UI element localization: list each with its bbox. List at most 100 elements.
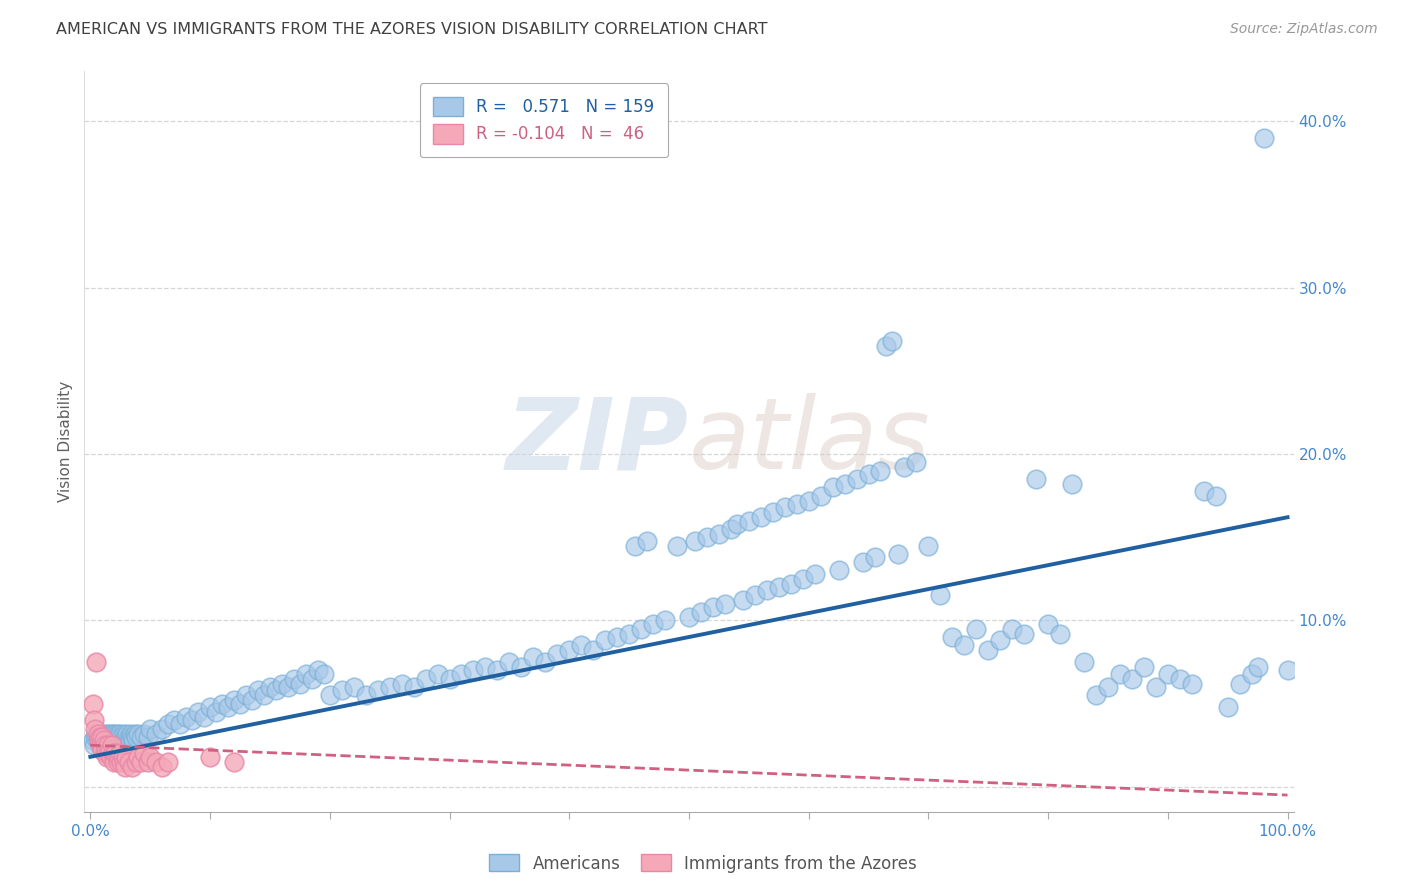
Point	[893, 460, 915, 475]
Point	[773, 500, 796, 515]
Point	[139, 749, 162, 764]
Point	[118, 733, 141, 747]
Point	[803, 566, 825, 581]
Text: AMERICAN VS IMMIGRANTS FROM THE AZORES VISION DISABILITY CORRELATION CHART: AMERICAN VS IMMIGRANTS FROM THE AZORES V…	[56, 22, 768, 37]
Point	[1168, 672, 1191, 686]
Point	[114, 730, 136, 744]
Point	[720, 522, 742, 536]
Point	[125, 755, 148, 769]
Point	[988, 633, 1011, 648]
Point	[112, 726, 135, 740]
Point	[731, 593, 754, 607]
Point	[118, 755, 141, 769]
Point	[367, 683, 389, 698]
Point	[217, 699, 239, 714]
Point	[145, 755, 167, 769]
Point	[1049, 626, 1071, 640]
Point	[905, 455, 928, 469]
Legend: Americans, Immigrants from the Azores: Americans, Immigrants from the Azores	[482, 847, 924, 880]
Point	[391, 676, 413, 690]
Point	[762, 505, 785, 519]
Point	[869, 464, 891, 478]
Point	[683, 533, 706, 548]
Point	[522, 650, 544, 665]
Point	[779, 576, 801, 591]
Point	[90, 738, 112, 752]
Point	[124, 726, 146, 740]
Point	[240, 693, 263, 707]
Point	[108, 730, 131, 744]
Point	[97, 747, 120, 761]
Point	[415, 672, 437, 686]
Point	[953, 638, 976, 652]
Point	[118, 730, 141, 744]
Point	[1205, 489, 1227, 503]
Point	[510, 660, 533, 674]
Point	[1277, 663, 1299, 677]
Point	[1073, 655, 1095, 669]
Point	[87, 733, 110, 747]
Point	[114, 760, 136, 774]
Point	[714, 597, 737, 611]
Point	[1253, 131, 1275, 145]
Point	[222, 693, 245, 707]
Point	[97, 733, 120, 747]
Point	[887, 547, 910, 561]
Point	[91, 743, 114, 757]
Point	[157, 755, 180, 769]
Point	[121, 730, 143, 744]
Point	[93, 733, 115, 747]
Point	[1109, 666, 1132, 681]
Point	[136, 730, 159, 744]
Text: ZIP: ZIP	[506, 393, 689, 490]
Point	[134, 747, 156, 761]
Point	[450, 666, 472, 681]
Point	[103, 755, 125, 769]
Point	[101, 726, 124, 740]
Point	[641, 616, 664, 631]
Point	[1085, 688, 1108, 702]
Point	[810, 489, 832, 503]
Point	[93, 730, 115, 744]
Point	[929, 589, 952, 603]
Text: Source: ZipAtlas.com: Source: ZipAtlas.com	[1230, 22, 1378, 37]
Point	[319, 688, 342, 702]
Point	[87, 730, 110, 744]
Point	[463, 663, 485, 677]
Point	[744, 589, 766, 603]
Legend: R =   0.571   N = 159, R = -0.104   N =  46: R = 0.571 N = 159, R = -0.104 N = 46	[420, 83, 668, 157]
Point	[103, 749, 125, 764]
Point	[264, 683, 287, 698]
Point	[93, 738, 115, 752]
Point	[104, 747, 127, 761]
Point	[1246, 660, 1268, 674]
Point	[546, 647, 568, 661]
Point	[354, 688, 377, 702]
Point	[792, 572, 814, 586]
Point	[1060, 477, 1083, 491]
Point	[858, 467, 880, 481]
Point	[738, 514, 761, 528]
Point	[157, 716, 180, 731]
Point	[312, 666, 335, 681]
Point	[1121, 672, 1143, 686]
Point	[498, 655, 520, 669]
Point	[246, 683, 269, 698]
Point	[82, 697, 104, 711]
Y-axis label: Vision Disability: Vision Disability	[58, 381, 73, 502]
Point	[105, 730, 128, 744]
Point	[112, 755, 135, 769]
Point	[111, 749, 134, 764]
Point	[107, 755, 129, 769]
Point	[98, 730, 121, 744]
Point	[1012, 626, 1035, 640]
Point	[139, 722, 162, 736]
Point	[105, 733, 128, 747]
Point	[768, 580, 790, 594]
Point	[83, 738, 105, 752]
Point	[1036, 616, 1059, 631]
Point	[882, 334, 904, 348]
Point	[834, 477, 856, 491]
Point	[98, 733, 121, 747]
Point	[797, 493, 820, 508]
